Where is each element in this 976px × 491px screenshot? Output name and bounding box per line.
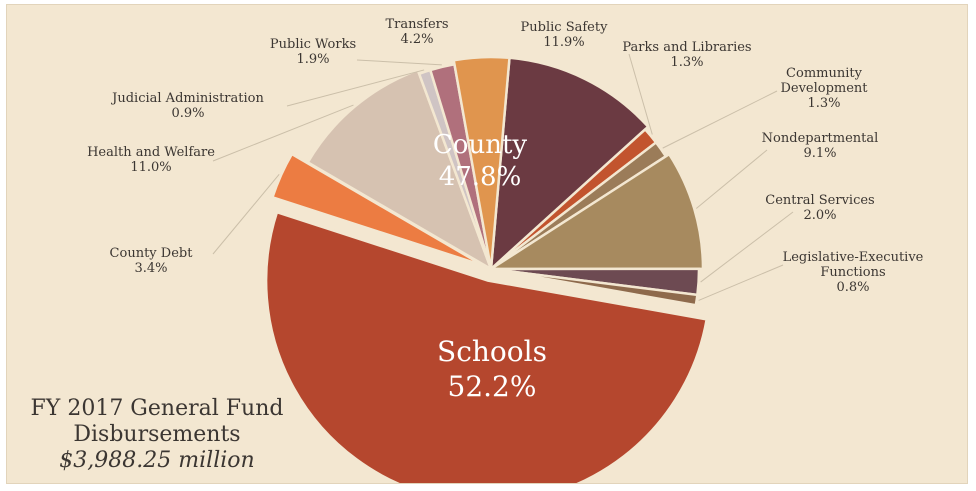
pie-slice-legislative-executive (490, 267, 699, 307)
pie-slice-nondepartmental (486, 152, 705, 271)
slice-percent-community-development: 1.3% (807, 96, 840, 111)
pie-slice-county-debt (270, 152, 485, 267)
slice-label-transfers: Transfers (385, 17, 448, 32)
chart-frame: Public Safety 11.9% Parks and Libraries 1.3… (6, 4, 968, 484)
pie-slice-schools (264, 210, 709, 483)
slice-label-county-debt: County Debt (110, 246, 194, 261)
slice-label-public-safety: Public Safety (521, 20, 609, 35)
group-label-county: County (433, 130, 527, 160)
slice-label-community-development: Community (786, 66, 863, 81)
slice-label-legislative-executive: Legislative-Executive (783, 250, 924, 265)
leader-line-nondepartmental (695, 149, 768, 209)
group-percent-county: 47.8% (439, 162, 522, 192)
slice-percent-public-works: 1.9% (296, 52, 329, 67)
chart-total: $3,988.25 million (59, 448, 254, 473)
slice-label-community-development: Development (780, 81, 868, 96)
leader-line-central-services (700, 211, 794, 283)
slice-percent-transfers: 4.2% (400, 32, 433, 47)
slice-label-central-services: Central Services (765, 193, 874, 208)
pie-slice-public-safety (489, 56, 650, 273)
group-percent-schools: 52.2% (448, 370, 537, 403)
pie-slice-transfers (452, 55, 511, 270)
slice-percent-parks-libraries: 1.3% (670, 55, 703, 70)
slice-percent-public-safety: 11.9% (543, 35, 584, 50)
leader-line-community-development (662, 90, 778, 149)
slice-percent-nondepartmental: 9.1% (803, 146, 836, 161)
slice-percent-judicial-administration: 0.9% (171, 106, 204, 121)
pie-slices (264, 55, 709, 483)
slice-label-health-welfare: Health and Welfare (87, 145, 215, 160)
leader-lines (212, 53, 794, 301)
leader-line-judicial-administration (286, 69, 425, 107)
chart-title-line-2: Disbursements (73, 422, 240, 447)
slice-percent-legislative-executive: 0.8% (836, 280, 869, 295)
leader-line-legislative-executive (698, 264, 784, 301)
slice-label-nondepartmental: Nondepartmental (762, 131, 879, 146)
slice-percent-county-debt: 3.4% (134, 261, 167, 276)
group-label-schools: Schools (437, 335, 547, 368)
slice-label-legislative-executive: Functions (820, 265, 885, 280)
slice-label-judicial-administration: Judicial Administration (110, 91, 264, 106)
leader-line-health-welfare (212, 104, 354, 162)
leader-line-public-works (356, 59, 442, 66)
slice-label-public-works: Public Works (270, 37, 356, 52)
leader-line-county-debt (212, 174, 280, 255)
slice-percent-health-welfare: 11.0% (130, 160, 171, 175)
slice-label-parks-libraries: Parks and Libraries (622, 40, 751, 55)
leader-line-parks-libraries (628, 53, 653, 135)
slice-percent-central-services: 2.0% (803, 208, 836, 223)
chart-title-line-1: FY 2017 General Fund (31, 396, 284, 421)
